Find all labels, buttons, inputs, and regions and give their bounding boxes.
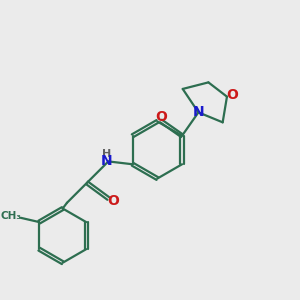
Text: N: N — [193, 105, 204, 119]
Text: CH₃: CH₃ — [0, 212, 21, 221]
Text: O: O — [227, 88, 239, 102]
Text: O: O — [155, 110, 167, 124]
Text: N: N — [101, 154, 113, 168]
Text: H: H — [102, 149, 112, 159]
Text: O: O — [107, 194, 119, 208]
